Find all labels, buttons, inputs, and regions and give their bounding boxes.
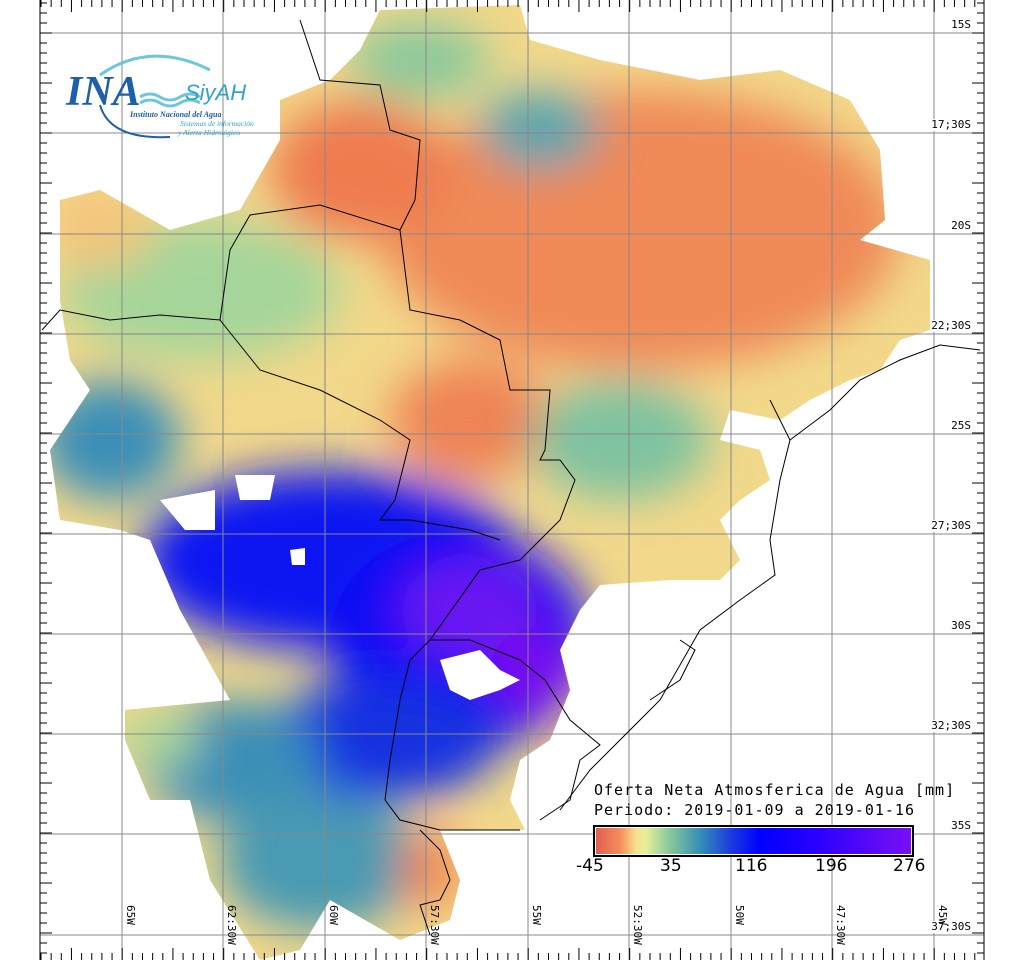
logo-graphic: INA SiyAH Instituto Nacional del Agua Si… (65, 54, 254, 139)
colorbar-tick: -45 (576, 856, 604, 876)
legend-title: Oferta Neta Atmosferica de Agua [mm] (594, 781, 956, 799)
colorbar-tick: 196 (815, 856, 848, 876)
lon-label: 45W (936, 905, 949, 925)
lon-label: 55W (530, 905, 543, 925)
lon-label: 60W (327, 905, 340, 925)
colorbar-tick: 276 (893, 856, 926, 876)
svg-text:Instituto Nacional del Agua: Instituto Nacional del Agua (129, 110, 222, 119)
lon-label: 57:30W (428, 905, 441, 945)
lon-label: 52:30W (631, 905, 644, 945)
legend-period: Periodo: 2019-01-09 a 2019-01-16 (594, 801, 915, 819)
lon-label: 50W (733, 905, 746, 925)
ina-siyah-logo: INA SiyAH Instituto Nacional del Agua Si… (60, 45, 280, 145)
colorbar-tick: 116 (735, 856, 768, 876)
lon-label: 47:30W (834, 905, 847, 945)
tick-marks (40, 0, 984, 960)
axis-ticks (39, 0, 985, 960)
lon-label: 65W (124, 905, 137, 925)
colorbar (593, 825, 914, 857)
svg-text:SiyAH: SiyAH (185, 80, 246, 105)
svg-text:y Alerta Hidrológico: y Alerta Hidrológico (177, 128, 240, 137)
lat-label: 35S (950, 819, 972, 832)
lat-label: 30S (950, 619, 972, 632)
lat-label: 32;30S (930, 719, 972, 732)
svg-text:INA: INA (65, 69, 141, 115)
lat-label: 22;30S (930, 319, 972, 332)
grid-lines (40, 0, 984, 960)
lat-label: 20S (950, 219, 972, 232)
svg-text:Sistemas de información: Sistemas de información (180, 119, 254, 128)
country-borders (41, 19, 981, 936)
missing-data-patches (160, 475, 900, 700)
lon-label: 62:30W (225, 905, 238, 945)
lat-label: 25S (950, 419, 972, 432)
lat-label: 27;30S (930, 519, 972, 532)
colorbar-tick: 35 (660, 856, 682, 876)
lat-label: 15S (950, 18, 972, 31)
lat-label: 17;30S (930, 118, 972, 131)
lat-label: 37;30S (930, 920, 972, 933)
